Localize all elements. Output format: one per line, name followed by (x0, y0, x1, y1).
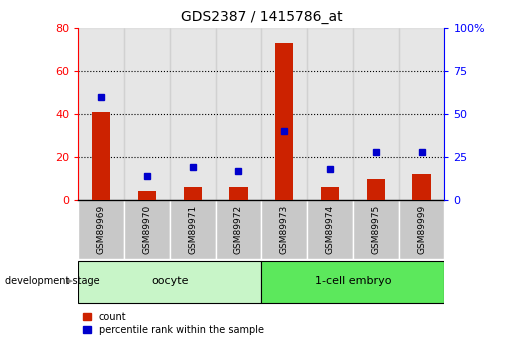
Bar (321, 187, 339, 200)
Text: GSM89970: GSM89970 (142, 205, 152, 254)
Bar (262, 28, 307, 200)
Text: GSM89973: GSM89973 (280, 205, 289, 254)
Text: GSM89971: GSM89971 (188, 205, 197, 254)
Bar (170, 200, 216, 259)
Bar (170, 28, 216, 200)
Bar (183, 187, 202, 200)
Text: GSM89975: GSM89975 (371, 205, 380, 254)
Text: GSM89974: GSM89974 (326, 205, 334, 254)
Bar (367, 179, 385, 200)
Bar (398, 28, 444, 200)
Bar (413, 174, 431, 200)
Bar (78, 200, 124, 259)
Bar (307, 28, 353, 200)
Bar (124, 28, 170, 200)
Bar (92, 112, 110, 200)
Bar (78, 28, 124, 200)
Bar (216, 28, 262, 200)
Bar (138, 191, 156, 200)
Text: oocyte: oocyte (151, 276, 188, 286)
Text: development stage: development stage (5, 276, 99, 286)
Bar (398, 200, 444, 259)
Bar (216, 200, 262, 259)
Bar (275, 43, 293, 200)
Bar (78, 260, 262, 304)
Text: GSM89972: GSM89972 (234, 205, 243, 254)
Bar (229, 187, 247, 200)
Bar (262, 260, 444, 304)
Bar (353, 200, 398, 259)
Text: 1-cell embryo: 1-cell embryo (315, 276, 391, 286)
Text: GSM89969: GSM89969 (96, 205, 106, 254)
Bar (353, 28, 398, 200)
Title: GDS2387 / 1415786_at: GDS2387 / 1415786_at (180, 10, 342, 24)
Legend: count, percentile rank within the sample: count, percentile rank within the sample (83, 312, 264, 335)
Bar (262, 200, 307, 259)
Bar (307, 200, 353, 259)
Text: GSM89999: GSM89999 (417, 205, 426, 254)
Bar (124, 200, 170, 259)
